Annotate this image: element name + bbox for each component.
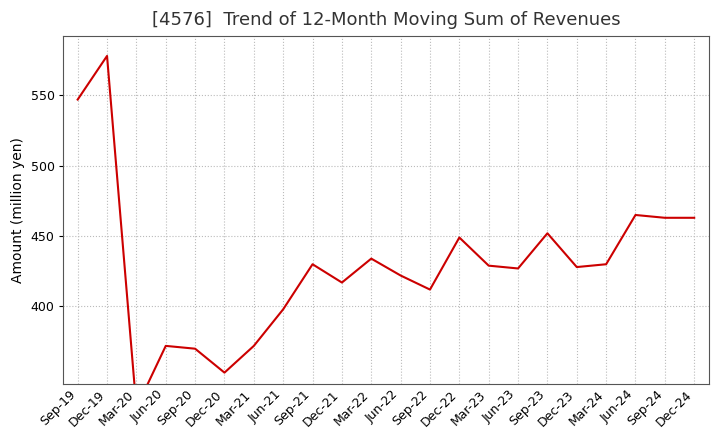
Y-axis label: Amount (million yen): Amount (million yen) (11, 137, 25, 283)
Title: [4576]  Trend of 12-Month Moving Sum of Revenues: [4576] Trend of 12-Month Moving Sum of R… (152, 11, 620, 29)
